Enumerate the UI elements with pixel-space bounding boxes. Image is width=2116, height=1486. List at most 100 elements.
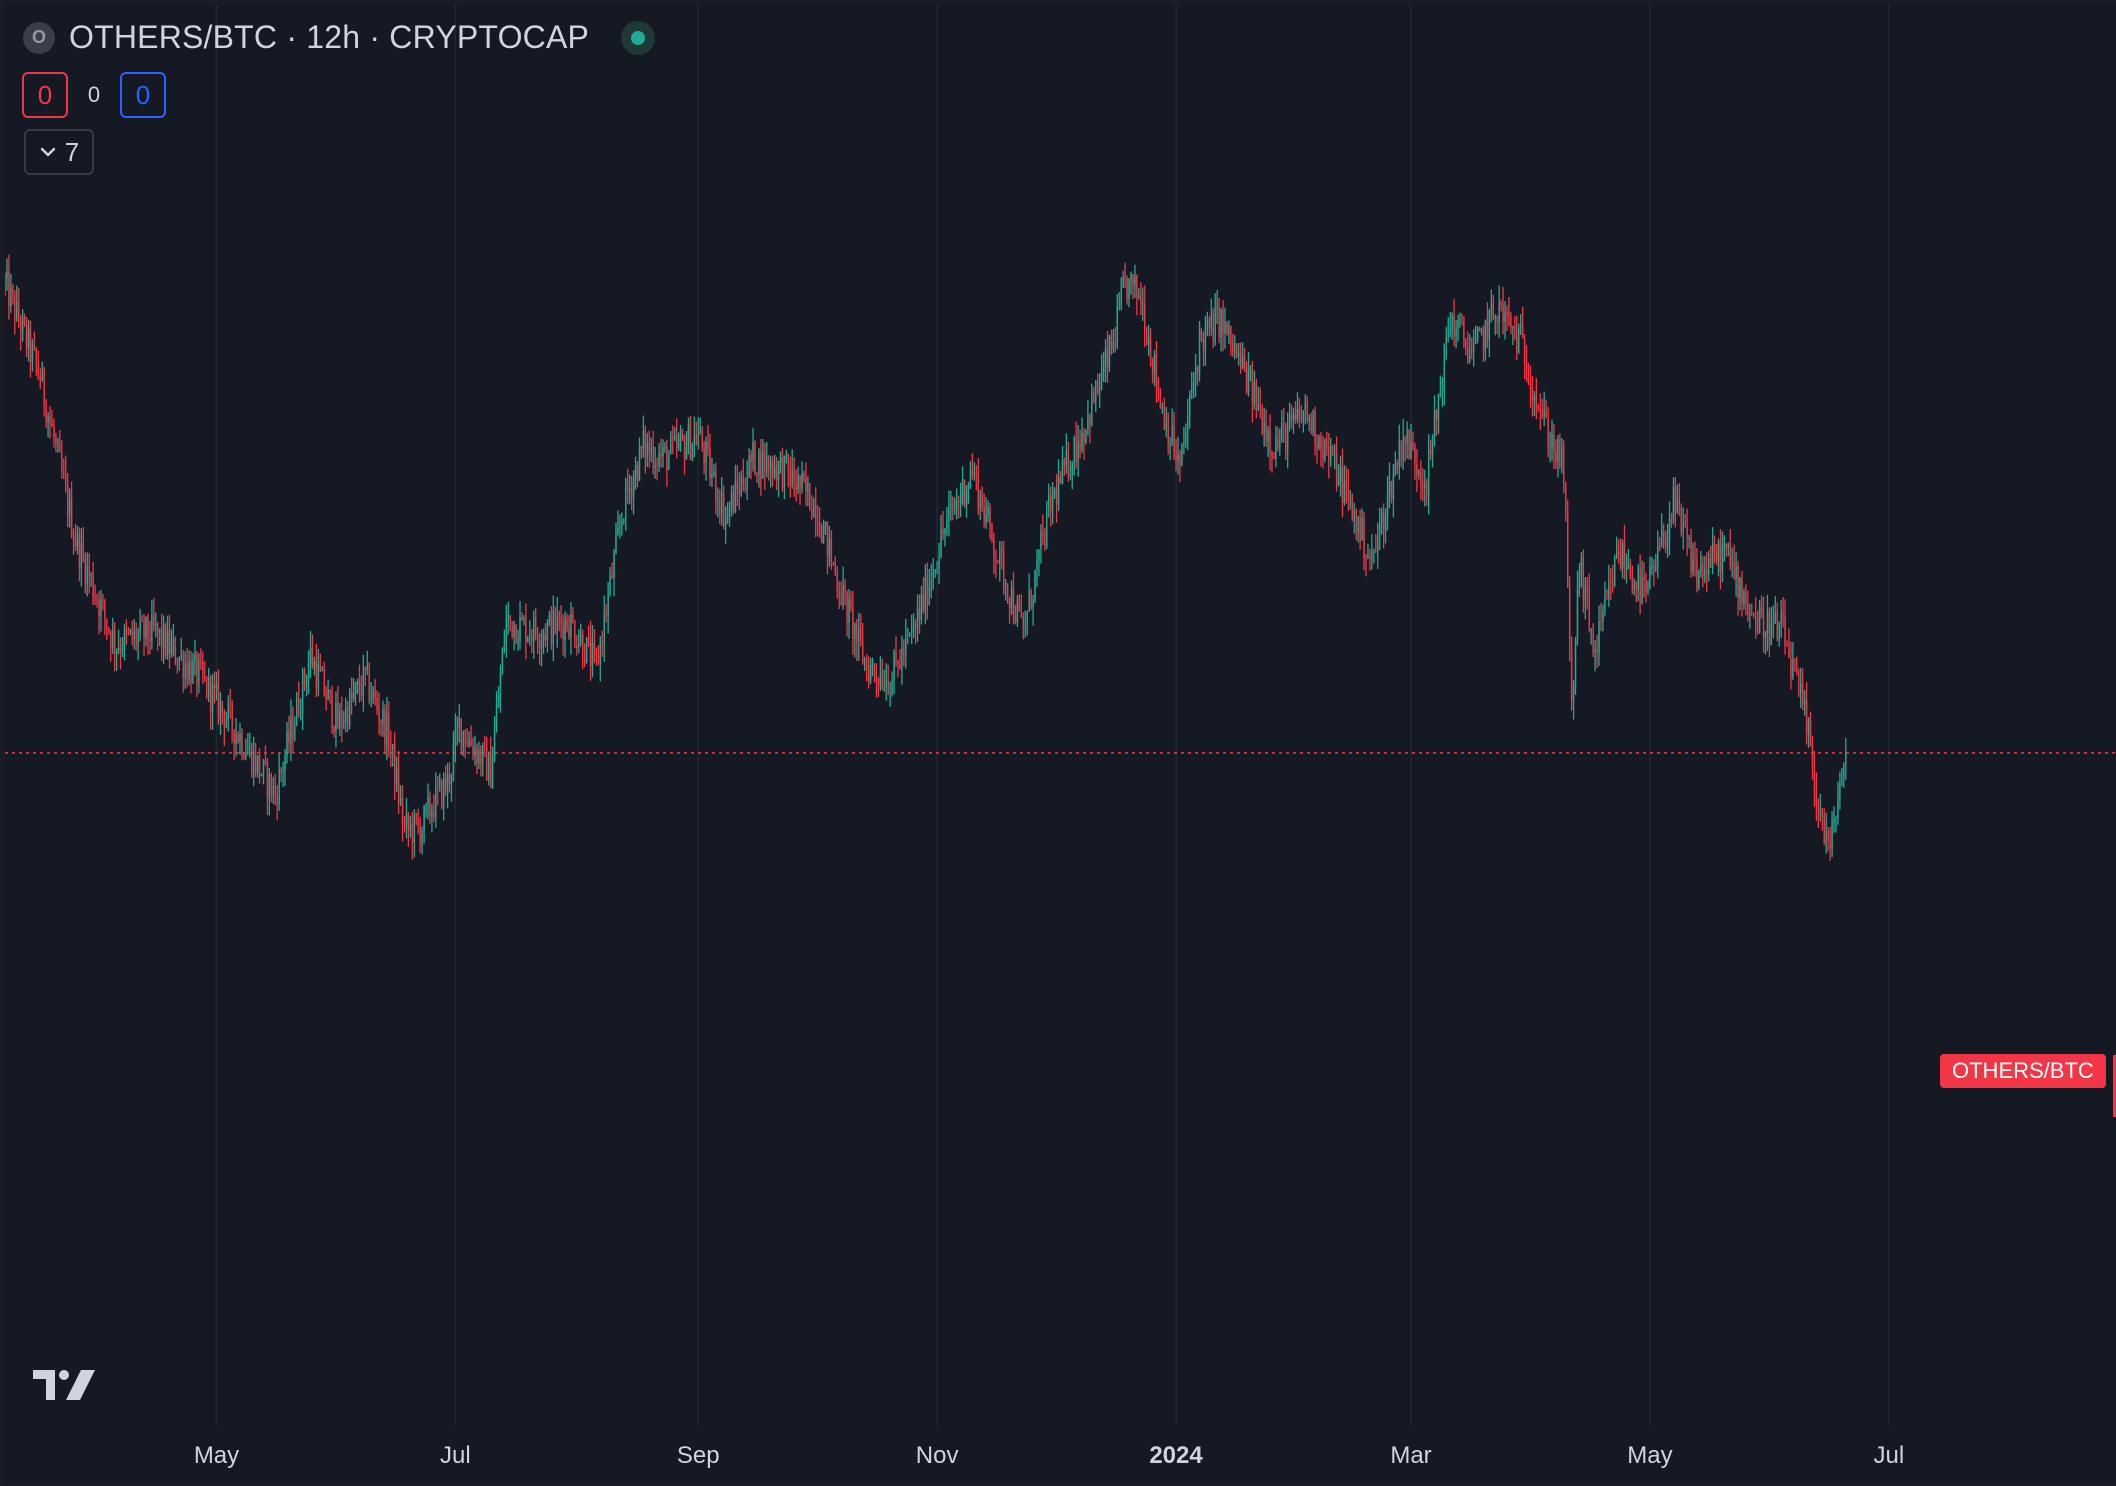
price-scale-label[interactable]: OTHERS/BTC: [1940, 1054, 2106, 1088]
candle-body: [1469, 349, 1471, 362]
candle-body: [215, 683, 218, 689]
candle-body: [1835, 818, 1837, 820]
indicators-toggle-button[interactable]: 7: [24, 129, 94, 175]
candle: [1406, 421, 1408, 459]
candle: [1349, 490, 1352, 510]
candle: [452, 731, 455, 782]
candle-body: [395, 768, 398, 786]
candle-body: [1422, 484, 1424, 488]
candle: [450, 773, 453, 802]
candle: [474, 735, 476, 766]
candle-body: [108, 628, 110, 633]
candle: [1042, 514, 1044, 546]
candle-body: [1514, 326, 1516, 331]
candle: [147, 613, 149, 656]
candle-body: [1122, 277, 1124, 288]
candle-body: [82, 542, 85, 557]
candle-body: [435, 786, 437, 818]
candle-body: [813, 500, 815, 518]
candle: [572, 606, 574, 624]
candle: [1263, 407, 1265, 447]
candle: [1279, 428, 1281, 456]
candle-body: [366, 664, 368, 670]
candle-body: [1704, 568, 1706, 578]
candle: [1598, 605, 1600, 666]
candle-body: [744, 487, 746, 491]
candle: [480, 744, 482, 777]
candle-body: [1647, 588, 1649, 593]
symbol-icon[interactable]: O: [23, 21, 55, 54]
candle: [1441, 376, 1444, 407]
candlestick-chart[interactable]: May Jul Sep Nov 2024 Mar May Jul: [5, 5, 2116, 1483]
candle-body: [895, 652, 897, 660]
candle: [785, 449, 788, 464]
symbol-title[interactable]: OTHERS/BTC · 12h · CRYPTOCAP: [69, 19, 590, 55]
candle: [722, 485, 725, 530]
candle-body: [1619, 555, 1622, 568]
candle: [1651, 556, 1653, 576]
candle-body: [924, 574, 927, 610]
candle-body: [407, 814, 410, 829]
chart-frame: May Jul Sep Nov 2024 Mar May Jul O OTHERS/BTC ·…: [5, 5, 2116, 1483]
candle: [1238, 342, 1240, 366]
candle-body: [1633, 582, 1635, 590]
candle-body: [865, 659, 868, 669]
candle-body: [707, 441, 709, 448]
candle-body: [760, 450, 762, 479]
tradingview-logo[interactable]: [33, 1367, 97, 1403]
candle-body: [1729, 544, 1731, 565]
candle-body: [583, 659, 586, 663]
candle: [1206, 311, 1209, 337]
candle: [1711, 527, 1714, 575]
buy-counter-button[interactable]: 0: [120, 72, 166, 118]
candle: [1474, 325, 1477, 345]
candle-body: [877, 679, 880, 685]
candle-body: [1829, 839, 1831, 849]
candle-body: [1659, 546, 1661, 548]
candle-body: [327, 689, 329, 700]
candle: [198, 653, 200, 694]
candle-body: [940, 529, 942, 557]
candle-body: [509, 615, 511, 622]
candle-body: [1686, 526, 1688, 538]
candle-body: [1196, 367, 1199, 372]
candle-body: [816, 521, 819, 523]
candle: [1472, 329, 1475, 367]
candle-body: [276, 795, 278, 805]
candle-body: [1490, 302, 1493, 311]
candle-body: [529, 636, 531, 638]
candle: [1827, 826, 1829, 852]
candle: [131, 620, 133, 646]
candle-body: [619, 526, 621, 528]
candle-body: [1089, 413, 1091, 427]
candle-body: [1065, 450, 1068, 465]
candle: [1443, 343, 1446, 406]
market-open-dot-icon[interactable]: [621, 20, 656, 55]
candle: [1202, 331, 1205, 367]
candle: [151, 600, 153, 650]
candle: [1715, 543, 1718, 566]
candle-body: [1688, 537, 1690, 539]
candle: [1678, 483, 1681, 517]
candle-body: [1271, 452, 1273, 457]
candle: [127, 626, 130, 636]
candle-body: [380, 721, 382, 724]
sell-counter-button[interactable]: 0: [22, 72, 68, 118]
candle: [1187, 398, 1189, 451]
candle-body: [489, 753, 492, 788]
candle: [200, 648, 202, 670]
candle: [1523, 334, 1526, 379]
candle: [1083, 427, 1085, 460]
candle-body: [155, 623, 157, 626]
candle: [1690, 528, 1692, 578]
candle: [1674, 477, 1677, 528]
candle-body: [333, 727, 335, 732]
candle-body: [918, 608, 921, 621]
candle-body: [225, 719, 227, 728]
candle-body: [472, 746, 474, 756]
candle-body: [1175, 456, 1177, 461]
candle-body: [1506, 312, 1508, 314]
candle: [1147, 324, 1150, 357]
candle-body: [1267, 430, 1269, 441]
candle-body: [985, 514, 987, 523]
